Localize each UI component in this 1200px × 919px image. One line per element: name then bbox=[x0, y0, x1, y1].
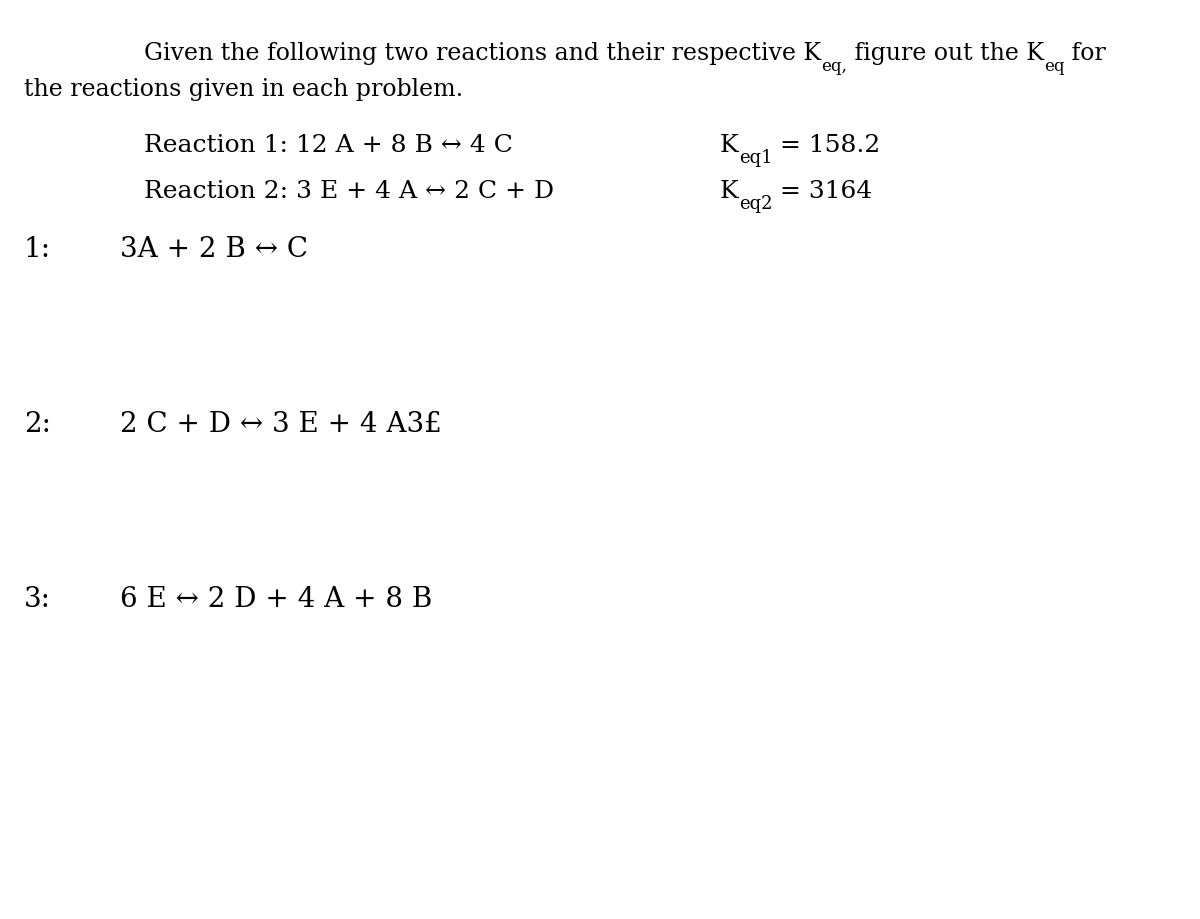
Text: = 3164: = 3164 bbox=[773, 179, 872, 202]
Text: eq1: eq1 bbox=[739, 149, 773, 166]
Text: = 158.2: = 158.2 bbox=[773, 133, 881, 156]
Text: 6 E ↔ 2 D + 4 A + 8 B: 6 E ↔ 2 D + 4 A + 8 B bbox=[120, 585, 432, 613]
Text: K: K bbox=[720, 133, 739, 156]
Text: eq: eq bbox=[1044, 58, 1064, 74]
Text: K: K bbox=[720, 179, 739, 202]
Text: eq2: eq2 bbox=[739, 195, 773, 212]
Text: 2 C + D ↔ 3 E + 4 A3£: 2 C + D ↔ 3 E + 4 A3£ bbox=[120, 411, 442, 438]
Text: Given the following two reactions and their respective K: Given the following two reactions and th… bbox=[144, 41, 821, 64]
Text: the reactions given in each problem.: the reactions given in each problem. bbox=[24, 78, 463, 101]
Text: for: for bbox=[1064, 41, 1106, 64]
Text: eq,: eq, bbox=[821, 58, 847, 74]
Text: 1:: 1: bbox=[24, 236, 52, 264]
Text: Reaction 1: 12 A + 8 B ↔ 4 C: Reaction 1: 12 A + 8 B ↔ 4 C bbox=[144, 133, 512, 156]
Text: Reaction 2: 3 E + 4 A ↔ 2 C + D: Reaction 2: 3 E + 4 A ↔ 2 C + D bbox=[144, 179, 554, 202]
Text: 2:: 2: bbox=[24, 411, 50, 438]
Text: figure out the K: figure out the K bbox=[847, 41, 1044, 64]
Text: 3A + 2 B ↔ C: 3A + 2 B ↔ C bbox=[120, 236, 308, 264]
Text: 3:: 3: bbox=[24, 585, 50, 613]
